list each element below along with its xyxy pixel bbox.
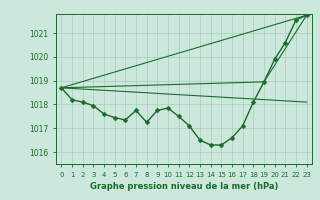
X-axis label: Graphe pression niveau de la mer (hPa): Graphe pression niveau de la mer (hPa) <box>90 182 278 191</box>
